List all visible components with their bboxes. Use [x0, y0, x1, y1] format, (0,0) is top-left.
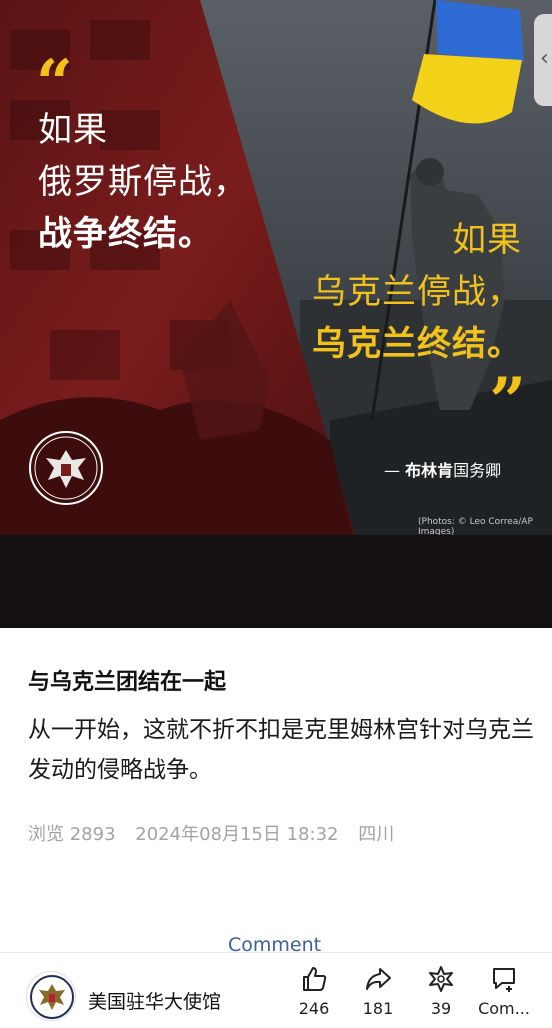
article-body: 从一开始，这就不折不扣是克里姆林宫针对乌克兰发动的侵略战争。: [28, 717, 534, 783]
comment-add-icon: [493, 968, 515, 992]
comment-link[interactable]: Comment: [228, 934, 322, 956]
right-quote-text: 如果 乌克兰停战， 乌克兰终结。: [312, 214, 522, 370]
left-quote-line: 俄罗斯停战，: [38, 162, 248, 202]
left-quote-text: 如果 俄罗斯停战， 战争终结。: [38, 104, 248, 260]
embassy-seal-icon: [29, 431, 103, 505]
article-title: 与乌克兰团结在一起: [28, 670, 227, 695]
like-button[interactable]: 246: [284, 965, 344, 1018]
quote-attribution: — 布林肯国务卿: [384, 457, 501, 481]
bottom-action-bar: 美国驻华大使馆 246 181 39 Com...: [0, 952, 552, 1028]
attribution-dash: —: [384, 461, 400, 480]
side-collapse-tab[interactable]: ‹: [534, 14, 552, 106]
wow-count: 39: [430, 999, 452, 1018]
attribution-name: 布林肯: [405, 461, 454, 480]
left-quote-line: 战争终结。: [38, 214, 213, 254]
wow-star-icon: [429, 966, 453, 992]
thumbs-up-icon: [303, 967, 327, 991]
post-location: 四川: [358, 824, 395, 845]
open-quote-mark: “: [36, 46, 73, 121]
share-button[interactable]: 181: [348, 965, 408, 1018]
like-count: 246: [298, 999, 330, 1018]
account-name[interactable]: 美国驻华大使馆: [88, 991, 222, 1013]
close-quote-mark: ”: [489, 364, 526, 439]
comment-label: Com...: [478, 999, 530, 1018]
wow-button[interactable]: 39: [411, 965, 471, 1018]
account-avatar[interactable]: [26, 971, 76, 1021]
image-letterbox: [0, 535, 552, 628]
attribution-title: 国务卿: [453, 461, 502, 480]
embassy-seal-icon: [27, 972, 75, 1020]
share-count: 181: [362, 999, 394, 1018]
right-quote-line: 乌克兰停战，: [312, 272, 522, 312]
share-arrow-icon: [366, 968, 391, 990]
comment-button[interactable]: Com...: [474, 965, 534, 1018]
right-quote-line: 乌克兰终结。: [312, 324, 522, 364]
hero-photo-background: [0, 0, 552, 535]
chevron-left-icon: ‹: [540, 46, 549, 71]
post-date: 2024年08月15日 18:32: [135, 824, 339, 845]
view-count: 浏览 2893: [28, 824, 116, 845]
hero-image[interactable]: “ 如果 俄罗斯停战， 战争终结。 如果 乌克兰停战， 乌克兰终结。 ” — 布…: [0, 0, 552, 535]
photo-credit: (Photos: © Leo Correa/AP Images): [418, 517, 533, 535]
right-quote-line: 如果: [452, 220, 522, 260]
left-quote-line: 如果: [38, 110, 108, 150]
article-meta: 浏览 2893 2024年08月15日 18:32 四川: [28, 820, 408, 846]
